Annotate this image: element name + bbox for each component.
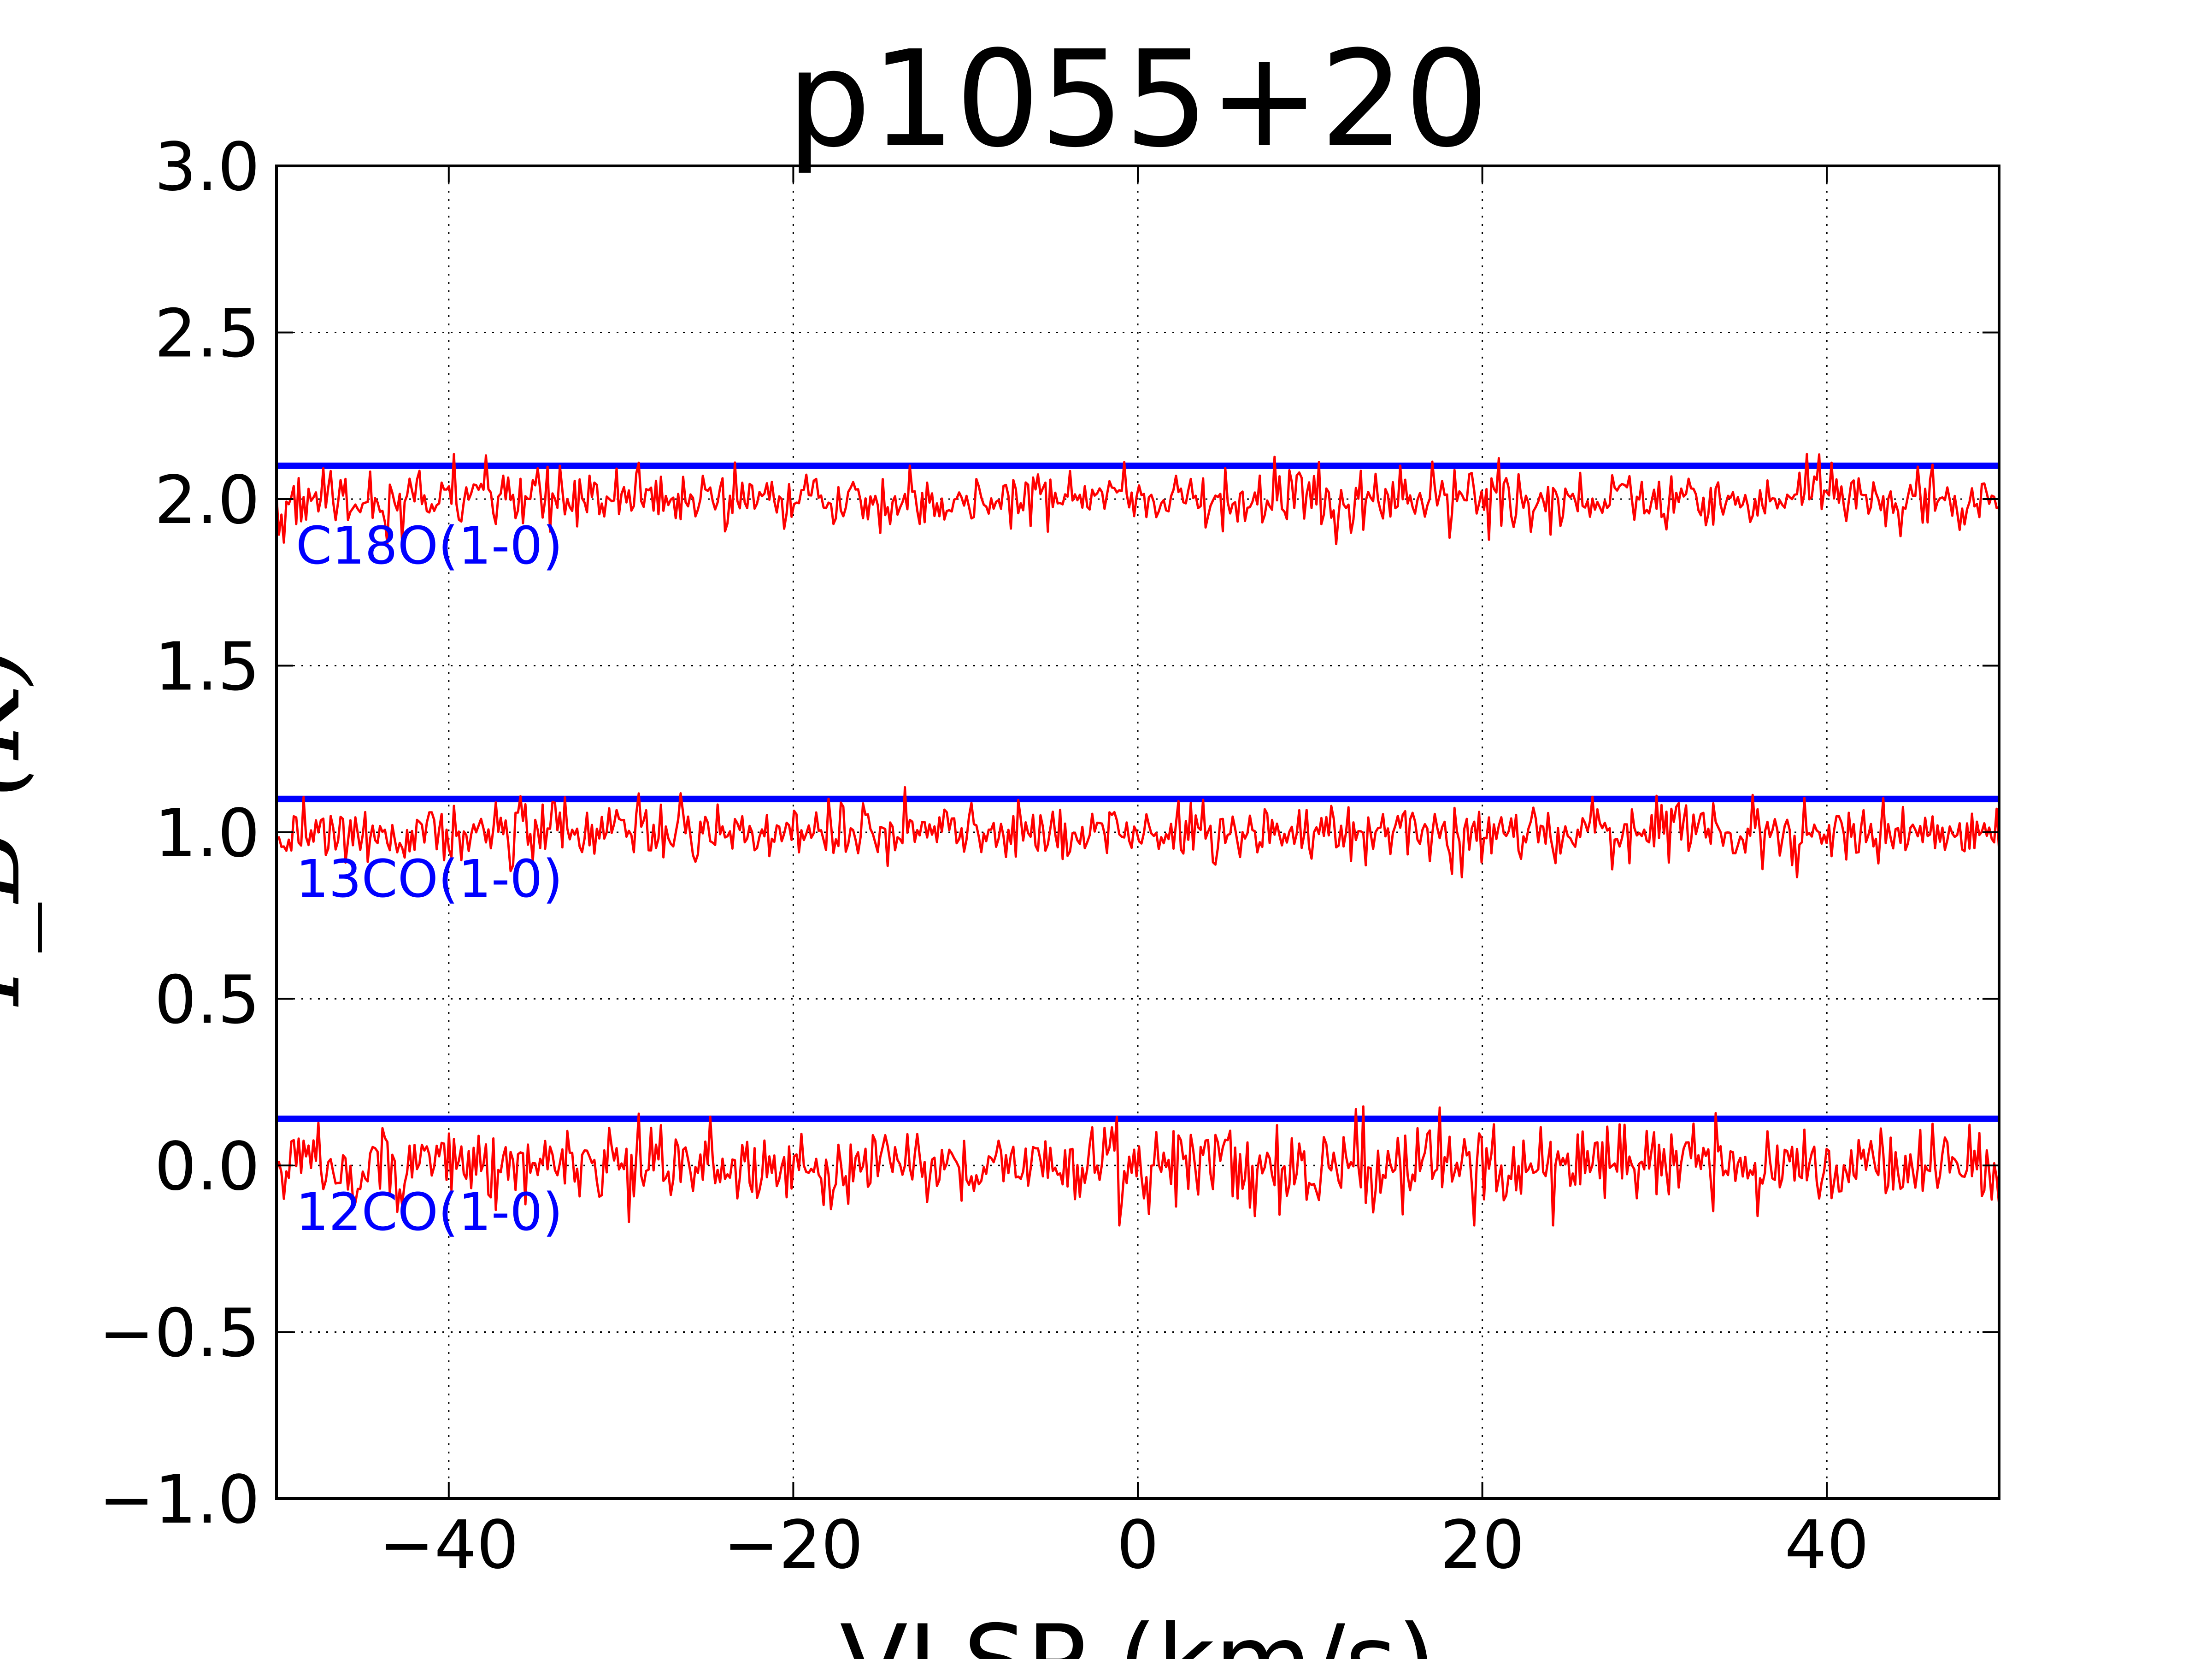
- y-tick-label: 0.5: [154, 961, 260, 1039]
- y-tick-label: 2.0: [154, 461, 260, 539]
- y-tick-label: 2.5: [154, 295, 260, 372]
- series-labels: 12CO(1-0) 13CO(1-0) C18O(1-0): [296, 516, 563, 1242]
- x-tick-label: 0: [1117, 1506, 1159, 1583]
- series-label: C18O(1-0): [296, 516, 563, 576]
- reference-lines: [276, 462, 1999, 1122]
- y-ticks: −1.0 −0.5 0.0 0.5 1.0 1.5 2.0 2.5 3.0: [99, 128, 1999, 1538]
- x-ticks: −40 −20 0 20 40: [379, 166, 1869, 1583]
- x-tick-label: −40: [379, 1506, 519, 1583]
- y-tick-label: −1.0: [99, 1461, 260, 1538]
- chart-title: p1055+20: [787, 22, 1489, 176]
- y-tick-label: 0.0: [154, 1128, 260, 1205]
- series-label: 12CO(1-0): [296, 1182, 563, 1242]
- spectrum-line: [275, 453, 2000, 546]
- spectrum-line: [275, 1105, 2000, 1227]
- y-tick-label: 3.0: [154, 128, 260, 206]
- y-tick-label: 1.0: [154, 794, 260, 872]
- spectrum-line: [276, 786, 2000, 879]
- y-axis-label: T_B (K): [0, 646, 42, 1018]
- x-tick-label: 20: [1440, 1506, 1524, 1583]
- y-tick-label: 1.5: [154, 628, 260, 706]
- x-axis-label: VLSP (km/s): [840, 1604, 1435, 1659]
- x-tick-label: −20: [723, 1506, 863, 1583]
- spectra: [275, 453, 2000, 1227]
- x-tick-label: 40: [1785, 1506, 1869, 1583]
- series-label: 13CO(1-0): [296, 849, 563, 909]
- y-tick-label: −0.5: [99, 1294, 260, 1372]
